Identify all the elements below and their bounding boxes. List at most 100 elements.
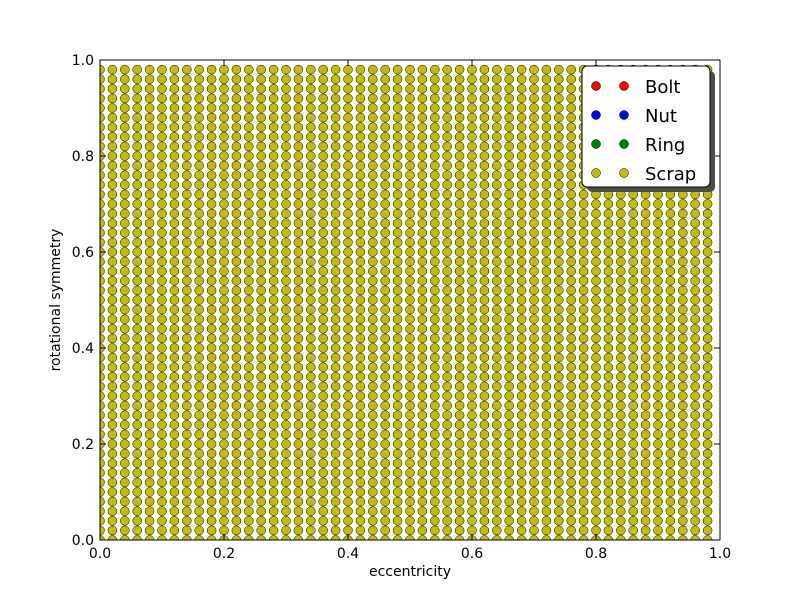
data-point-scrap [665,199,676,209]
data-point-scrap [392,93,403,104]
data-point-scrap [392,343,403,353]
data-point-scrap [405,160,415,171]
data-point-scrap [256,391,266,401]
data-point-scrap [100,333,105,344]
data-point-scrap [492,218,502,228]
data-point-scrap [678,439,688,449]
data-point-scrap [194,343,204,353]
data-point-scrap [665,352,676,363]
data-point-scrap [368,285,378,296]
data-point-scrap [343,448,353,459]
data-point-scrap [206,352,217,363]
data-point-scrap [100,141,105,152]
data-point-scrap [380,112,390,123]
data-point-scrap [516,247,527,257]
data-point-scrap [516,525,527,536]
data-point-scrap [281,160,291,171]
data-point-scrap [442,74,452,84]
data-point-scrap [430,180,440,190]
data-point-scrap [442,420,452,430]
data-point-scrap [591,448,601,459]
data-point-scrap [492,160,502,171]
data-point-scrap [380,420,390,430]
data-point-scrap [343,93,353,104]
data-point-scrap [107,74,118,84]
data-point-scrap [529,496,539,507]
data-point-scrap [504,400,514,411]
data-point-scrap [653,487,663,497]
data-point-scrap [603,468,614,478]
data-point-scrap [120,295,130,305]
data-point-scrap [640,506,651,516]
data-point-scrap [430,218,440,228]
data-point-scrap [182,314,192,324]
data-point-scrap [492,420,502,430]
data-point-scrap [244,160,254,171]
data-point-scrap [268,400,279,411]
data-point-scrap [169,410,180,420]
data-point-scrap [157,285,167,296]
data-point-scrap [132,343,142,353]
data-point-scrap [244,391,254,401]
data-point-scrap [405,420,415,430]
data-point-scrap [231,314,242,324]
data-point-scrap [318,496,328,507]
data-point-scrap [219,496,229,507]
data-point-scrap [405,74,415,84]
data-point-scrap [454,228,465,238]
data-point-scrap [120,496,130,507]
data-point-scrap [194,141,204,152]
data-point-scrap [244,324,254,334]
data-point-scrap [157,448,167,459]
data-point-scrap [144,391,155,401]
data-point-scrap [256,372,266,382]
data-point-scrap [392,141,403,152]
data-point-scrap [355,468,366,478]
data-point-scrap [417,400,428,411]
data-point-scrap [529,189,539,200]
data-point-scrap [702,295,713,305]
data-point-scrap [566,103,576,113]
data-point-scrap [678,343,688,353]
data-point-scrap [157,324,167,334]
data-point-scrap [405,93,415,104]
data-point-scrap [355,496,366,507]
data-point-scrap [182,285,192,296]
data-point-scrap [516,228,527,238]
data-point-scrap [268,295,279,305]
data-point-scrap [144,180,155,190]
data-point-scrap [120,218,130,228]
data-point-scrap [492,285,502,296]
data-point-scrap [504,535,514,540]
data-point-scrap [380,208,390,219]
data-point-scrap [293,74,304,84]
data-point-scrap [504,132,514,142]
data-point-scrap [107,189,118,200]
data-point-scrap [206,237,217,248]
data-point-scrap [330,362,341,372]
data-point-scrap [392,237,403,248]
data-point-scrap [591,362,601,372]
data-point-scrap [479,400,490,411]
data-point-scrap [100,295,105,305]
data-point-scrap [194,122,204,132]
data-point-scrap [157,170,167,180]
data-point-scrap [343,132,353,142]
data-point-scrap [368,266,378,276]
data-point-scrap [157,228,167,238]
data-point-scrap [306,256,316,267]
data-point-scrap [120,352,130,363]
data-point-scrap [244,516,254,526]
data-point-scrap [107,535,118,540]
data-point-scrap [603,295,614,305]
data-point-scrap [454,381,465,392]
data-point-scrap [306,160,316,171]
data-point-scrap [380,256,390,267]
data-point-scrap [665,333,676,344]
data-point-scrap [442,487,452,497]
data-point-scrap [529,324,539,334]
data-point-scrap [219,372,229,382]
data-point-scrap [578,362,589,372]
data-point-scrap [318,410,328,420]
